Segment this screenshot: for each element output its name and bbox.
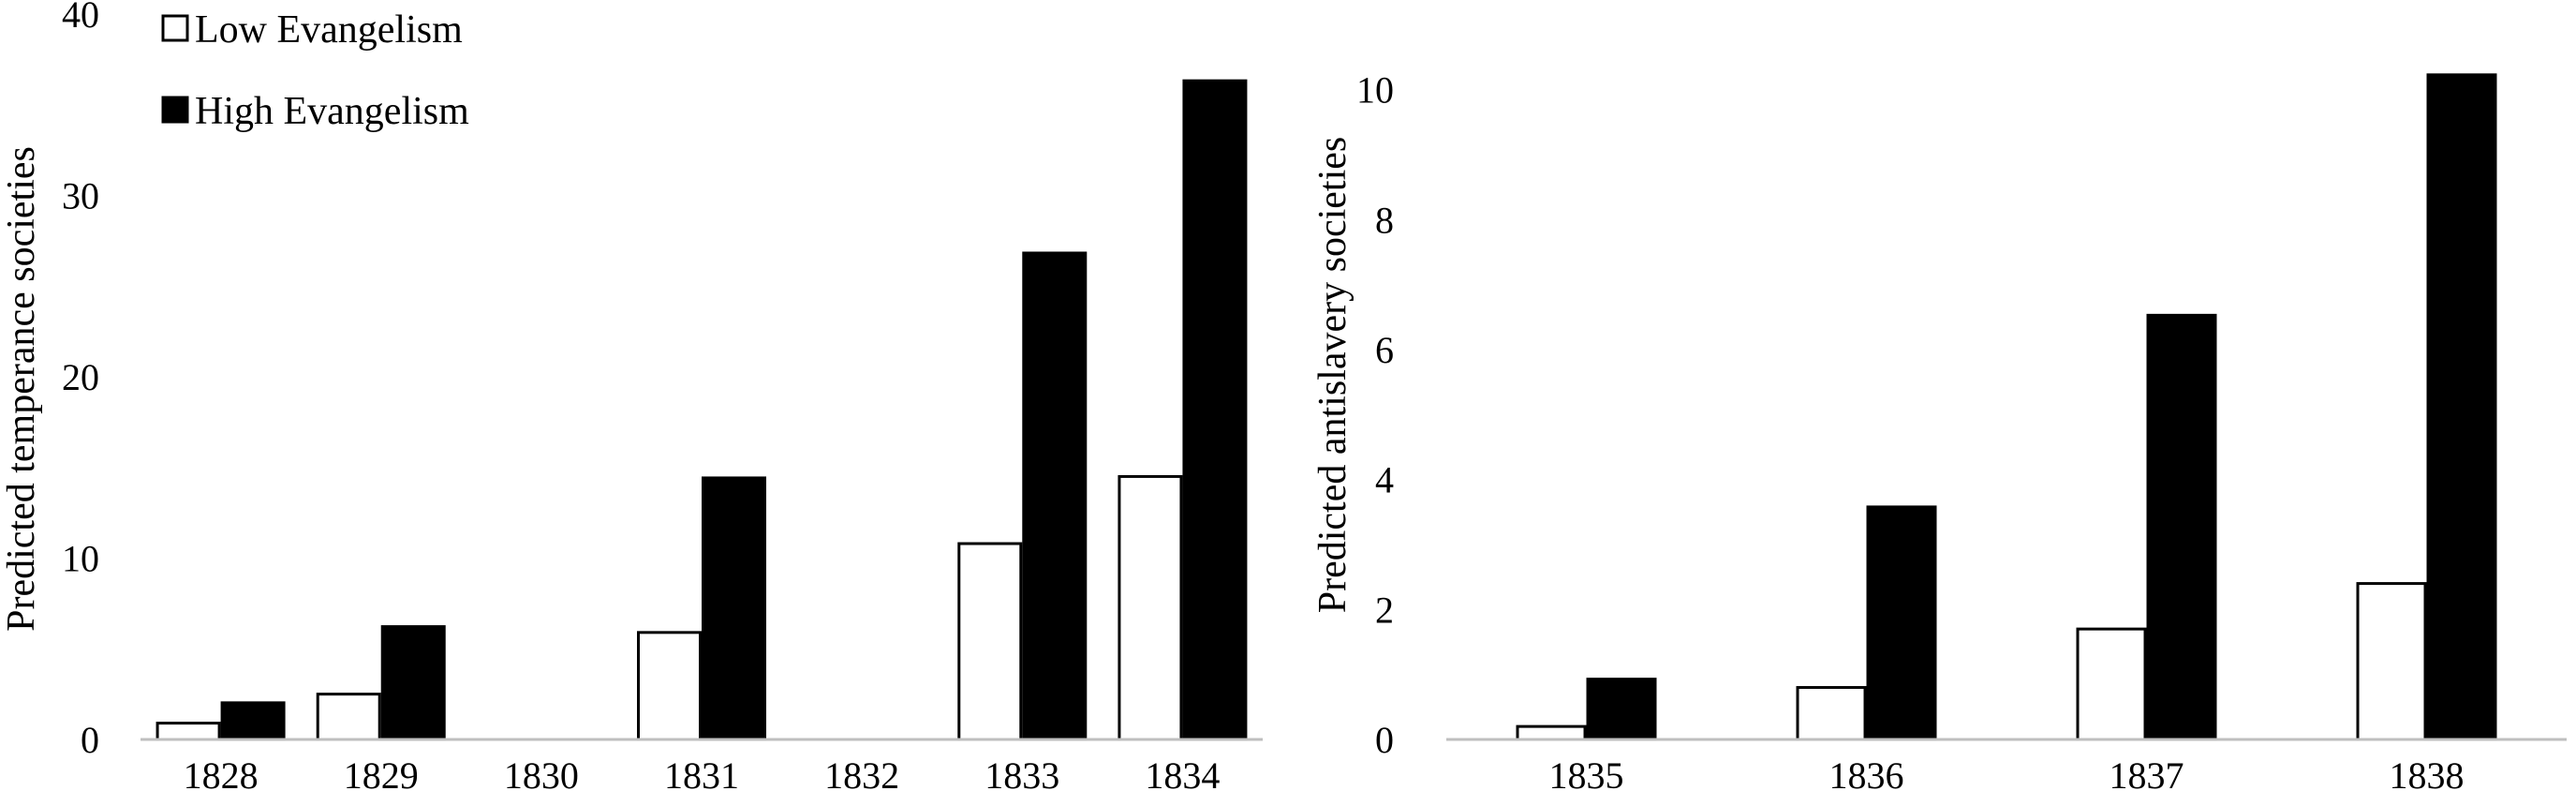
y-tick-label: 0 [81, 719, 99, 761]
antislavery-chart: Predicted antislavery societies 0246810 … [1311, 69, 2567, 797]
x-axis-ticks: 1835 1836 1837 1838 [1549, 754, 2465, 797]
bar-low-1835 [1516, 724, 1587, 741]
bar-high-1836 [1866, 505, 1937, 739]
bar-low-1833 [957, 542, 1023, 741]
y-axis-title: Predicted temperance societies [0, 146, 43, 632]
x-tick-label: 1831 [664, 754, 739, 797]
bar-low-1829 [316, 693, 381, 741]
bar-low-1828 [155, 722, 221, 741]
x-tick-label: 1832 [824, 754, 899, 797]
y-tick-label: 6 [1375, 329, 1394, 371]
y-axis-ticks: 0 10 20 30 40 [62, 0, 99, 761]
legend-label-high: High Evangelism [195, 90, 469, 133]
bars [1516, 73, 2497, 741]
y-axis-ticks: 0 2 4 6 8 10 [1356, 69, 1394, 761]
bar-low-1837 [2076, 627, 2147, 741]
x-tick-label: 1829 [344, 754, 419, 797]
bar-high-1831 [702, 476, 766, 739]
x-axis-ticks: 1828 1829 1830 1831 1832 1833 1834 [184, 754, 1221, 797]
x-tick-label: 1828 [184, 754, 259, 797]
temperance-chart: Predicted temperance societies 0 10 20 30 40… [0, 0, 1263, 797]
bar-high-1838 [2426, 73, 2497, 740]
x-tick-label: 1836 [1829, 754, 1904, 797]
y-tick-label: 4 [1375, 459, 1394, 501]
x-tick-label: 1830 [504, 754, 579, 797]
y-tick-label: 40 [62, 0, 99, 36]
bar-high-1833 [1022, 251, 1088, 739]
y-axis-title: Predicted antislavery societies [1311, 137, 1355, 614]
x-tick-label: 1838 [2390, 754, 2465, 797]
x-tick-label: 1837 [2110, 754, 2184, 797]
y-tick-label: 20 [62, 356, 99, 398]
bar-low-1838 [2356, 582, 2427, 741]
bars [155, 79, 1248, 741]
y-tick-label: 8 [1375, 199, 1394, 241]
bar-low-1834 [1118, 474, 1183, 741]
x-tick-label: 1835 [1549, 754, 1624, 797]
y-tick-label: 30 [62, 175, 99, 217]
bar-low-1831 [637, 631, 702, 741]
legend-label-low: Low Evangelism [195, 8, 463, 52]
x-tick-label: 1834 [1145, 754, 1220, 797]
legend-swatch-low [161, 14, 189, 42]
bar-high-1828 [220, 701, 286, 739]
y-tick-label: 2 [1375, 589, 1394, 631]
legend: Low Evangelism High Evangelism [161, 8, 469, 133]
bar-high-1834 [1182, 79, 1248, 739]
bar-high-1829 [380, 625, 446, 739]
x-tick-label: 1833 [985, 754, 1059, 797]
bar-high-1835 [1586, 678, 1657, 739]
bar-high-1837 [2146, 313, 2217, 739]
y-tick-label: 10 [1356, 69, 1394, 112]
y-tick-label: 0 [1375, 719, 1394, 761]
legend-swatch-high [161, 96, 189, 124]
bar-low-1836 [1796, 686, 1867, 741]
y-tick-label: 10 [62, 538, 99, 580]
